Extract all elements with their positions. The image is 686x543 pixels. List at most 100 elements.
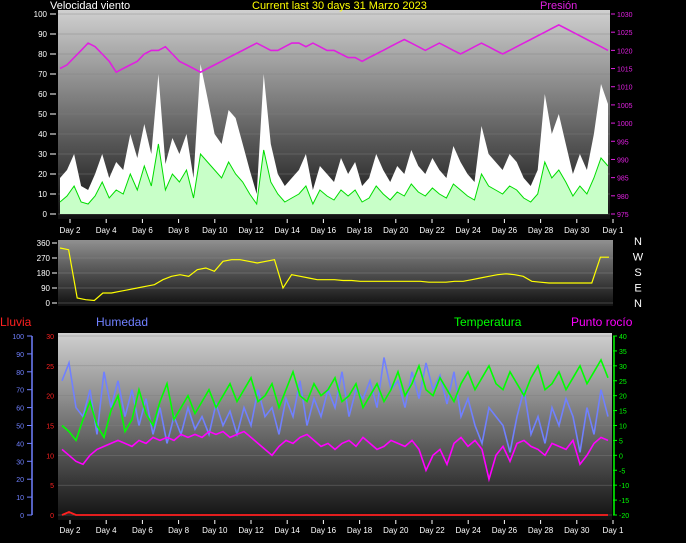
temp-x-tick-label: Day 18 bbox=[347, 526, 373, 535]
wind-y-tick-label: 60 bbox=[38, 90, 47, 99]
wind-x-tick-label: Day 10 bbox=[202, 226, 228, 235]
wind-y-tick-label: 10 bbox=[38, 190, 47, 199]
wind-x-tick-label: Day 30 bbox=[564, 226, 590, 235]
humidity-y-tick-label: 80 bbox=[16, 370, 24, 377]
temperature-y-tick-label: -10 bbox=[619, 483, 629, 490]
direction-line bbox=[59, 247, 609, 302]
pressure-y-tick-label: 1015 bbox=[617, 67, 633, 74]
chart-title: Current last 30 days 31 Marzo 2023 bbox=[252, 0, 427, 12]
temperature-y-tick-label: -5 bbox=[619, 468, 625, 475]
pressure-y-tick-label: 1020 bbox=[617, 48, 633, 55]
temp-x-tick-label: Day 30 bbox=[564, 526, 590, 535]
humidity-y-tick-label: 70 bbox=[16, 388, 24, 395]
temperature-y-tick-label: 15 bbox=[619, 409, 627, 416]
temp-x-tick-label: Day 14 bbox=[275, 526, 301, 535]
temp-x-tick-label: Day 12 bbox=[238, 526, 264, 535]
rain-label: Lluvia bbox=[0, 315, 32, 329]
wind-avg-line bbox=[59, 143, 609, 206]
rain-y-tick-label: 15 bbox=[46, 424, 54, 431]
wind-x-tick-label: Day 4 bbox=[96, 226, 117, 235]
wind-avg-area bbox=[60, 144, 608, 214]
humidity-y-tick-label: 20 bbox=[16, 477, 24, 484]
rain-y-tick-label: 30 bbox=[46, 334, 54, 341]
direction-y-tick-label: 360 bbox=[37, 239, 51, 248]
rain-y-tick-label: 0 bbox=[50, 513, 54, 520]
compass-label: E bbox=[634, 283, 641, 295]
temp-x-tick-label: Day 20 bbox=[383, 526, 409, 535]
temperature-y-tick-label: 10 bbox=[619, 424, 627, 431]
humidity-line bbox=[61, 357, 609, 453]
rain-line bbox=[61, 511, 608, 516]
wind-x-tick-label: Day 26 bbox=[492, 226, 518, 235]
temp-x-tick-label: Day 22 bbox=[419, 526, 445, 535]
wind-x-tick-label: Day 24 bbox=[456, 226, 482, 235]
wind-x-tick-label: Day 16 bbox=[311, 226, 337, 235]
dewpoint-label: Punto rocío bbox=[571, 315, 633, 329]
humidity-y-tick-label: 90 bbox=[16, 352, 24, 359]
temperature-line bbox=[61, 358, 609, 443]
rain-y-tick-label: 5 bbox=[50, 483, 54, 490]
wind-x-tick-label: Day 22 bbox=[419, 226, 445, 235]
wind-x-tick-label: Day 2 bbox=[60, 226, 81, 235]
pressure-label: Presión bbox=[540, 0, 578, 12]
humidity-y-tick-label: 50 bbox=[16, 424, 24, 431]
temp-plot-area bbox=[58, 333, 612, 520]
temp-x-tick-label: Day 1 bbox=[603, 526, 624, 535]
direction-y-tick-label: 180 bbox=[37, 269, 51, 278]
humidity-y-tick-label: 40 bbox=[16, 441, 24, 448]
wind-y-tick-label: 40 bbox=[38, 130, 47, 139]
wind-x-tick-label: Day 6 bbox=[132, 226, 153, 235]
temp-x-tick-label: Day 2 bbox=[60, 526, 81, 535]
temp-x-tick-label: Day 8 bbox=[168, 526, 189, 535]
humidity-y-tick-label: 60 bbox=[16, 406, 24, 413]
wind-x-tick-label: Day 20 bbox=[383, 226, 409, 235]
pressure-y-tick-label: 995 bbox=[617, 139, 629, 146]
temp-x-tick-label: Day 28 bbox=[528, 526, 554, 535]
pressure-y-tick-label: 1005 bbox=[617, 103, 633, 110]
temperature-y-tick-label: -20 bbox=[619, 513, 629, 520]
temperature-y-tick-label: 40 bbox=[619, 334, 627, 341]
rain-y-tick-label: 25 bbox=[46, 364, 54, 371]
wind-y-tick-label: 90 bbox=[38, 30, 47, 39]
wind-x-tick-label: Day 1 bbox=[603, 226, 624, 235]
wind-y-tick-label: 20 bbox=[38, 170, 47, 179]
wind-x-tick-label: Day 14 bbox=[275, 226, 301, 235]
temperature-y-tick-label: 5 bbox=[619, 438, 623, 445]
temperature-y-tick-label: -15 bbox=[619, 498, 629, 505]
direction-y-tick-label: 270 bbox=[37, 254, 51, 263]
wind-x-tick-label: Day 12 bbox=[238, 226, 264, 235]
pressure-y-tick-label: 1000 bbox=[617, 121, 633, 128]
wind-x-tick-label: Day 28 bbox=[528, 226, 554, 235]
compass-label: S bbox=[634, 267, 641, 279]
temperature-y-tick-label: 25 bbox=[619, 379, 627, 386]
wind-x-tick-label: Day 18 bbox=[347, 226, 373, 235]
pressure-y-tick-label: 990 bbox=[617, 157, 629, 164]
wind-speed-label: Velocidad viento bbox=[50, 0, 131, 12]
wind-y-tick-label: 0 bbox=[43, 210, 48, 219]
temperature-y-tick-label: 0 bbox=[619, 453, 623, 460]
pressure-y-tick-label: 1030 bbox=[617, 12, 633, 19]
pressure-y-tick-label: 975 bbox=[617, 212, 629, 219]
compass-label: W bbox=[633, 252, 644, 264]
temp-x-tick-label: Day 10 bbox=[202, 526, 228, 535]
dewpoint-line bbox=[61, 430, 609, 483]
humidity-y-tick-label: 0 bbox=[20, 513, 24, 520]
temp-x-tick-label: Day 6 bbox=[132, 526, 153, 535]
temperature-label: Temperatura bbox=[454, 315, 522, 329]
temp-x-tick-label: Day 4 bbox=[96, 526, 117, 535]
humidity-y-tick-label: 30 bbox=[16, 459, 24, 466]
direction-y-tick-label: 90 bbox=[41, 284, 50, 293]
humidity-label: Humedad bbox=[96, 315, 149, 329]
pressure-y-tick-label: 980 bbox=[617, 194, 629, 201]
wind-y-tick-label: 80 bbox=[38, 50, 47, 59]
pressure-line bbox=[59, 24, 609, 74]
pressure-y-tick-label: 1010 bbox=[617, 85, 633, 92]
compass-label: N bbox=[634, 298, 642, 310]
pressure-y-tick-label: 985 bbox=[617, 176, 629, 183]
temp-x-tick-label: Day 24 bbox=[456, 526, 482, 535]
humidity-y-tick-label: 10 bbox=[16, 495, 24, 502]
humidity-y-tick-label: 100 bbox=[12, 334, 24, 341]
wind-y-tick-label: 50 bbox=[38, 110, 47, 119]
pressure-y-tick-label: 1025 bbox=[617, 30, 633, 37]
